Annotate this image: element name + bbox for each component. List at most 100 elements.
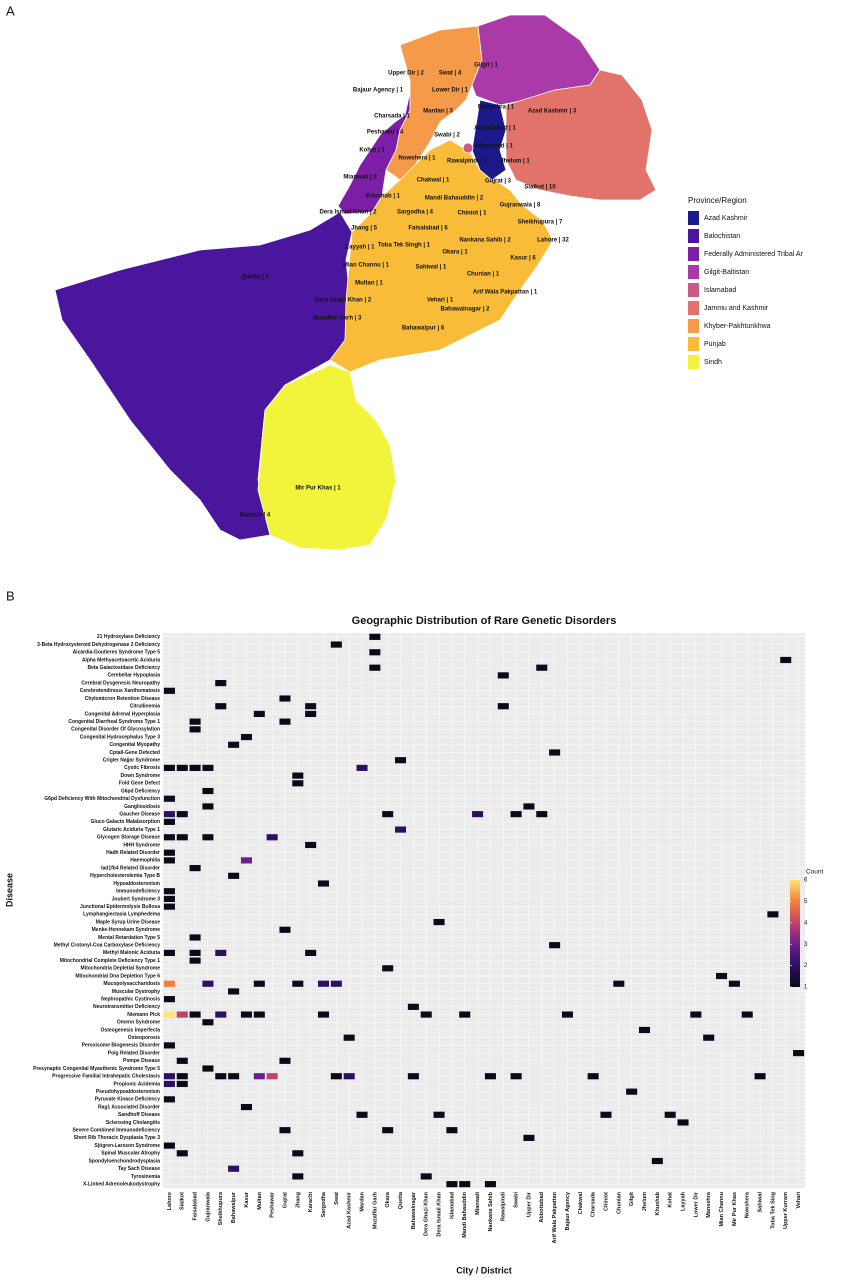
y-tick-label: Rag1 Associated Disorder (98, 1104, 160, 1110)
heat-cell (343, 1034, 355, 1041)
legend-label: Islamabad (704, 287, 736, 294)
city-label: Gilgit | 1 (474, 63, 498, 69)
city-label: Nankana Sahib | 2 (459, 238, 511, 244)
heat-cell (382, 965, 394, 972)
heat-cell (202, 1019, 214, 1026)
y-tick-label: Peroxisome Biogenesis Disorder (82, 1043, 160, 1049)
x-tick-label: Sialkot (180, 1192, 186, 1210)
y-tick-label: Cystic Fibrosis (124, 765, 160, 771)
city-label: Mardan | 3 (423, 109, 453, 115)
heat-cell (561, 1011, 573, 1018)
heat-cell (266, 834, 278, 841)
y-tick-label: Cerebellar Hypoplasia (107, 673, 160, 679)
y-tick-label: G6pd Deficiency (121, 788, 160, 794)
colorbar (790, 880, 800, 987)
heat-cell (407, 1003, 419, 1010)
x-tick-label: Jhelum (642, 1192, 648, 1211)
heat-cell (279, 695, 291, 702)
heat-cell (266, 1073, 278, 1080)
heat-cell (305, 949, 317, 956)
heat-cell (240, 1011, 252, 1018)
heat-cell (433, 1111, 445, 1118)
heat-cell (202, 980, 214, 987)
heat-cell (215, 680, 227, 687)
x-tick-label: Mandi Bahauddin (462, 1191, 468, 1237)
x-tick-label: Mian Channu (719, 1192, 725, 1227)
city-label: Peshawar | 4 (367, 130, 404, 136)
y-tick-label: Neurotransmitter Deficiency (93, 1004, 160, 1010)
colorbar-tick-label: 1 (804, 985, 808, 991)
heat-cell (536, 811, 548, 818)
legend-label: Khyber-Pakhtunkhwa (704, 323, 771, 330)
heat-cell (163, 1011, 175, 1018)
heat-cell (420, 1173, 432, 1180)
heat-cell (690, 1011, 702, 1018)
y-tick-label: Short Rib Thoracic Dysplasia Type 3 (74, 1135, 161, 1141)
heat-cell (228, 741, 240, 748)
heat-cell (305, 710, 317, 718)
city-label: Gujranwala | 8 (500, 203, 541, 209)
y-tick-label: Fold Gene Defect (119, 781, 160, 787)
city-label: Toba Tek Singh | 1 (378, 243, 431, 249)
heat-cell (163, 903, 175, 910)
heat-cell (780, 656, 792, 664)
heat-cell (202, 803, 214, 810)
y-tick-label: Congenital Disorder Of Glycosylation (71, 727, 160, 733)
heat-cell (446, 1181, 458, 1188)
heat-cell (317, 880, 330, 887)
city-label: Multan | 1 (355, 281, 383, 287)
y-tick-label: Progressive Familial Intrahepatic Choles… (52, 1074, 160, 1080)
heat-cell (664, 1111, 676, 1118)
heat-cell (484, 1181, 496, 1188)
heat-cell (356, 1111, 368, 1118)
heat-cell (510, 1073, 522, 1080)
heat-cell (163, 1042, 175, 1049)
y-tick-label: X-Linked Adrenoleukodystrophy (83, 1181, 160, 1187)
city-label: Dera Ismail Khan | 2 (319, 210, 377, 216)
heat-cell (163, 818, 175, 825)
heat-cell (240, 733, 252, 741)
heat-cell (330, 641, 342, 648)
y-tick-label: Alpha Methyacetoacetic Aciduria (82, 657, 160, 663)
city-label: Kasur | 6 (510, 256, 536, 262)
heat-cell (651, 1157, 663, 1165)
x-tick-label: Sahiwal (758, 1192, 764, 1213)
heat-cell (163, 849, 175, 856)
x-tick-label: Lahore (167, 1192, 173, 1210)
heat-cell (382, 811, 394, 818)
x-tick-label: Dera Ismail Khan (437, 1191, 443, 1236)
y-tick-label: Hypoaldosteronism (113, 881, 160, 887)
city-label: Nowshera | 1 (398, 156, 436, 162)
y-tick-label: Cerebrotendinous Xanthomatosis (80, 688, 161, 694)
city-label: Chunian | 1 (467, 272, 500, 278)
heat-cell (484, 1073, 496, 1080)
city-label: Sialkot | 10 (524, 185, 556, 191)
legend-swatch (688, 319, 699, 333)
heat-cell (549, 942, 561, 949)
legend-swatch (688, 265, 699, 279)
y-tick-label: Polg Related Disorder (108, 1050, 160, 1056)
heat-cell (202, 834, 214, 841)
city-label: Mir Pur Khas | 1 (295, 486, 341, 492)
city-label: Swabi | 2 (434, 133, 460, 139)
heat-cell (510, 811, 522, 818)
x-tick-label: Toba Tek Sing (770, 1192, 776, 1229)
y-tick-label: Mental Retardation Type 5 (98, 935, 160, 941)
y-tick-label: Mitochondrial Dna Depletion Type 6 (75, 973, 160, 979)
heat-cell (163, 949, 175, 956)
heat-cell (240, 1103, 252, 1111)
heat-cell (407, 1073, 419, 1080)
heat-cell (369, 664, 381, 671)
colorbar-tick-label: 4 (804, 920, 808, 926)
heat-cell (472, 811, 484, 818)
city-label: Sahiwal | 1 (416, 265, 447, 271)
heat-cell (176, 764, 188, 771)
city-label: Mansehra | 1 (478, 105, 515, 111)
heat-cell (253, 1011, 265, 1018)
heat-cell (189, 1011, 201, 1018)
city-label: Charsada | 1 (374, 114, 410, 120)
x-tick-label: Gujrat (282, 1192, 288, 1208)
y-tick-label: Methyl Crotonyl-Coa Carboxylase Deficien… (54, 943, 161, 949)
colorbar-tick-label: 6 (804, 878, 808, 884)
heat-cell (523, 1134, 535, 1141)
